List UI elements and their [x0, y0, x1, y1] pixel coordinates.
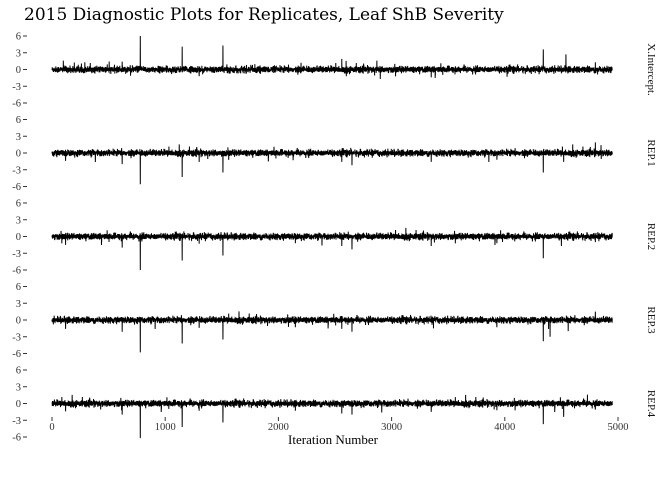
y-tick-label: -3	[12, 82, 21, 93]
panel-rep-4: -6 -3 0 3 6 REP.4	[12, 366, 657, 444]
y-tick-label: 6	[16, 366, 21, 377]
y-tick-label: 3	[16, 48, 21, 59]
y-tick-label: 0	[16, 399, 21, 410]
panel-x-intercept-: -6 -3 0 3 6 X.Intercept.	[12, 32, 657, 110]
y-tick-label: -3	[12, 416, 21, 427]
strip-label: REP.1	[645, 139, 657, 166]
panel-rep-2: -6 -3 0 3 6 REP.2	[12, 199, 657, 277]
y-tick-label: 0	[16, 316, 21, 327]
trace-line	[51, 394, 613, 439]
panel-group: -6 -3 0 3 6 X.Intercept. -6 -3 0 3 6 REP.1 -6 -3 0 3 6 RE…	[12, 32, 657, 444]
x-tick-label: 4000	[494, 422, 515, 433]
y-tick-label: -6	[12, 433, 21, 444]
x-axis: 0 1000 2000 3000 4000 5000	[49, 417, 629, 433]
trace-line	[51, 311, 613, 353]
panel-rep-3: -6 -3 0 3 6 REP.3	[12, 282, 657, 360]
strip-label: REP.3	[645, 306, 657, 334]
trace-line	[51, 227, 613, 271]
y-tick-label: 0	[16, 149, 21, 160]
trace-line	[51, 142, 613, 185]
y-tick-label: 3	[16, 299, 21, 310]
y-tick-label: 6	[16, 199, 21, 210]
strip-label: REP.4	[645, 390, 657, 418]
y-tick-label: -6	[12, 349, 21, 360]
y-tick-label: -6	[12, 99, 21, 110]
x-axis-title: Iteration Number	[288, 432, 379, 447]
y-tick-label: 3	[16, 382, 21, 393]
y-tick-label: -3	[12, 332, 21, 343]
y-tick-label: 0	[16, 232, 21, 243]
y-tick-label: 6	[16, 282, 21, 293]
y-tick-label: 3	[16, 215, 21, 226]
chart-title: 2015 Diagnostic Plots for Replicates, Le…	[24, 5, 504, 25]
x-tick-label: 1000	[155, 422, 176, 433]
y-tick-label: 0	[16, 65, 21, 76]
x-tick-label: 3000	[381, 422, 402, 433]
strip-label: X.Intercept.	[645, 43, 657, 96]
strip-label: REP.2	[645, 223, 657, 250]
x-tick-label: 0	[49, 422, 54, 433]
trace-line	[51, 35, 613, 79]
y-tick-label: -3	[12, 165, 21, 176]
panel-rep-1: -6 -3 0 3 6 REP.1	[12, 115, 657, 193]
y-tick-label: 6	[16, 115, 21, 126]
y-tick-label: -6	[12, 266, 21, 277]
y-tick-label: 6	[16, 32, 21, 43]
y-tick-label: -6	[12, 182, 21, 193]
x-tick-label: 2000	[268, 422, 289, 433]
y-tick-label: 3	[16, 132, 21, 143]
y-tick-label: -3	[12, 249, 21, 260]
x-tick-label: 5000	[608, 422, 629, 433]
